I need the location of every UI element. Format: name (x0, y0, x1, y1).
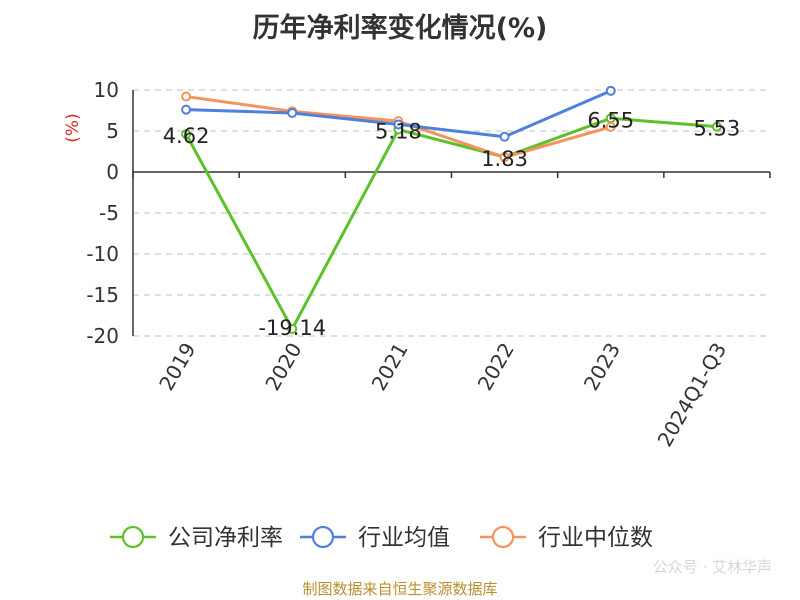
legend-marker (121, 525, 145, 549)
series-layer (181, 85, 722, 334)
legend-label: 行业均值 (358, 525, 450, 551)
y-tick-label: 0 (106, 160, 119, 184)
y-tick-label: -20 (86, 324, 119, 348)
legend: 公司净利率 行业均值 行业中位数 (110, 525, 653, 551)
data-point (499, 152, 510, 163)
chart-title: 历年净利率变化情况(%) (252, 13, 548, 44)
y-tick-label: -5 (99, 201, 119, 225)
data-label: 5.53 (694, 117, 741, 141)
x-tick-label: 2021 (367, 339, 413, 395)
y-tick-label: 5 (106, 119, 119, 143)
legend-label: 行业中位数 (538, 525, 653, 551)
data-label-layer: 4.62 -19.14 5.18 1.83 6.55 5.53 (163, 108, 741, 340)
data-point (181, 129, 192, 140)
x-tick-label: 2020 (260, 339, 306, 395)
data-label: -19.14 (258, 316, 326, 340)
data-point (499, 131, 510, 142)
legend-marker (491, 525, 515, 549)
data-label: 4.62 (163, 124, 210, 148)
series-line (184, 116, 718, 331)
x-tick-label: 2023 (579, 339, 625, 395)
data-label: 5.18 (375, 120, 422, 144)
y-axis-label: (%) (63, 113, 83, 142)
data-point (605, 121, 616, 132)
y-tick-label: 10 (94, 78, 119, 102)
watermark: 公众号 · 艾林华声 (652, 558, 772, 576)
y-tick-label: -15 (86, 283, 119, 307)
legend-marker (311, 525, 335, 549)
x-tick-label: 2024Q1-Q3 (653, 339, 732, 451)
data-point (287, 323, 298, 334)
legend-label: 公司净利率 (168, 525, 283, 551)
data-point (605, 85, 616, 96)
data-point (711, 121, 722, 132)
grid-layer (133, 89, 770, 337)
data-point (181, 104, 192, 115)
data-point (287, 107, 298, 118)
x-tick-label: 2022 (473, 339, 519, 395)
data-point (393, 119, 404, 130)
data-point (181, 91, 192, 102)
y-tick-label: -10 (86, 242, 119, 266)
source-footer: 制图数据来自恒生聚源数据库 (302, 580, 498, 598)
data-label: 6.55 (587, 108, 634, 132)
x-tick-label: 2019 (154, 339, 200, 395)
data-label: 1.83 (481, 147, 528, 171)
